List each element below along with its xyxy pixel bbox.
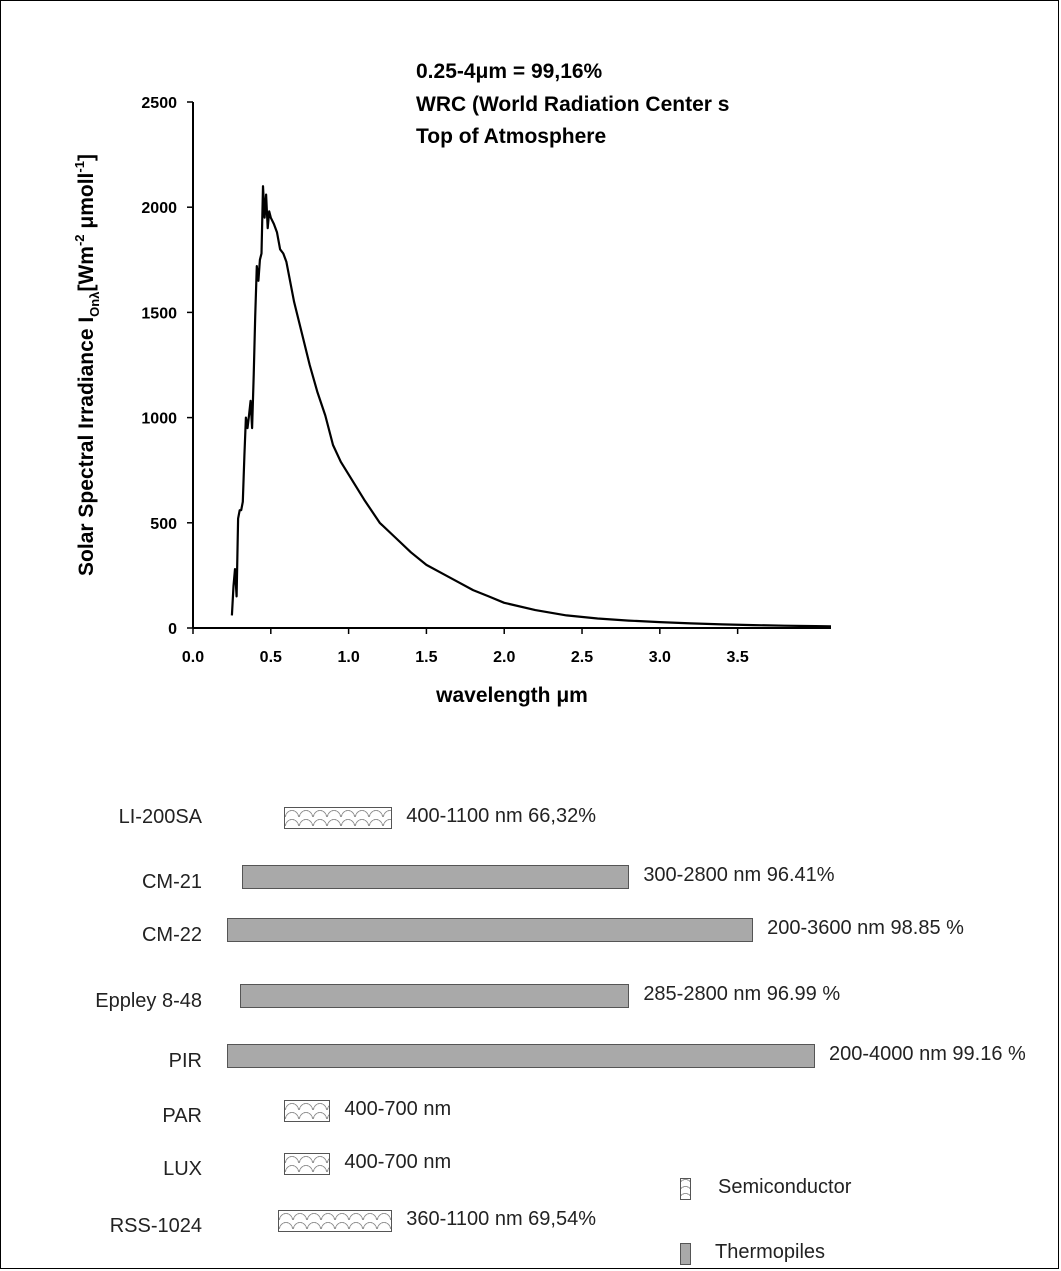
instrument-range-label: 200-4000 nm 99.16 %	[829, 1043, 1026, 1065]
y-axis-label: Solar Spectral Irradiance IOnλ[Wm-2 μmol…	[72, 154, 102, 576]
instrument-range-label: 360-1100 nm 69,54%	[406, 1208, 597, 1230]
annotation-location: Top of Atmosphere	[416, 125, 607, 148]
annotation-source: WRC (World Radiation Center s	[416, 93, 730, 116]
x-tick-label: 1.0	[337, 649, 359, 666]
legend-semiconductor-swatch	[680, 1178, 691, 1200]
y-tick-label: 500	[150, 516, 177, 533]
y-axis-label-mid: μmoll	[75, 173, 98, 235]
instrument-label: CM-22	[141, 924, 202, 946]
x-tick-label: 0.0	[182, 649, 204, 666]
legend-semiconductor-label: Semiconductor	[718, 1176, 852, 1198]
x-tick-label: 0.5	[260, 649, 282, 666]
chart-axes	[192, 102, 831, 629]
instrument-range-bar	[283, 1100, 331, 1122]
instrument-range-bar	[277, 1210, 393, 1232]
y-tick-label: 2000	[141, 200, 177, 217]
y-tick-label: 1500	[141, 305, 177, 322]
y-tick-label: 2500	[141, 95, 177, 112]
instrument-range-label: 400-700 nm	[344, 1151, 452, 1173]
legend-thermopiles-label: Thermopiles	[715, 1241, 826, 1263]
y-tick-label: 1000	[141, 411, 177, 428]
x-axis-label: wavelength μm	[435, 684, 588, 707]
instrument-range-bar	[283, 1153, 331, 1175]
instrument-label: Eppley 8-48	[95, 990, 202, 1012]
x-tick-label: 3.0	[649, 649, 671, 666]
instrument-range-bar	[227, 918, 754, 942]
x-tick-label: 2.0	[493, 649, 515, 666]
spectrum-series-line	[230, 185, 832, 628]
y-axis-label-bracket: [Wm	[75, 246, 98, 292]
instrument-range-bar	[227, 1044, 815, 1068]
instrument-range-bar	[242, 865, 630, 889]
instrument-range-bar	[283, 807, 393, 829]
instrument-range-label: 400-1100 nm 66,32%	[406, 805, 597, 827]
instrument-label: RSS-1024	[109, 1215, 202, 1237]
instrument-range-bar	[240, 984, 630, 1008]
instrument-label: LUX	[163, 1158, 202, 1180]
y-tick-label: 0	[168, 621, 177, 638]
spectrum-chart: 0.0 0.5 1.0 1.5 2.0 2.5 3.0 3.5 0 500 1000 1500 2000…	[72, 95, 832, 707]
y-axis-label-sub: Onλ	[87, 291, 102, 317]
instrument-range-label: 400-700 nm	[344, 1098, 452, 1120]
x-tick-label: 2.5	[571, 649, 593, 666]
x-tick-label: 3.5	[727, 649, 749, 666]
instrument-label: CM-21	[141, 871, 202, 893]
y-axis-label-sup1: -2	[72, 234, 87, 246]
instrument-label: PAR	[162, 1105, 202, 1127]
instrument-label: PIR	[168, 1050, 202, 1072]
instrument-range-label: 200-3600 nm 98.85 %	[767, 917, 964, 939]
instrument-label: LI-200SA	[118, 806, 202, 828]
y-axis-label-sup2: -1	[72, 161, 87, 173]
x-tick-label: 1.5	[415, 649, 437, 666]
instrument-range-label: 285-2800 nm 96.99 %	[643, 983, 841, 1005]
y-axis-label-close: ]	[75, 154, 98, 161]
annotation-range: 0.25-4μm = 99,16%	[416, 60, 603, 83]
chart-ticks: 0.0 0.5 1.0 1.5 2.0 2.5 3.0 3.5 0 500 1000 1500 2000…	[141, 95, 748, 666]
legend-thermopiles-swatch	[680, 1243, 691, 1265]
instrument-range-label: 300-2800 nm 96.41%	[643, 864, 835, 886]
y-axis-label-main: Solar Spectral Irradiance I	[75, 317, 98, 576]
